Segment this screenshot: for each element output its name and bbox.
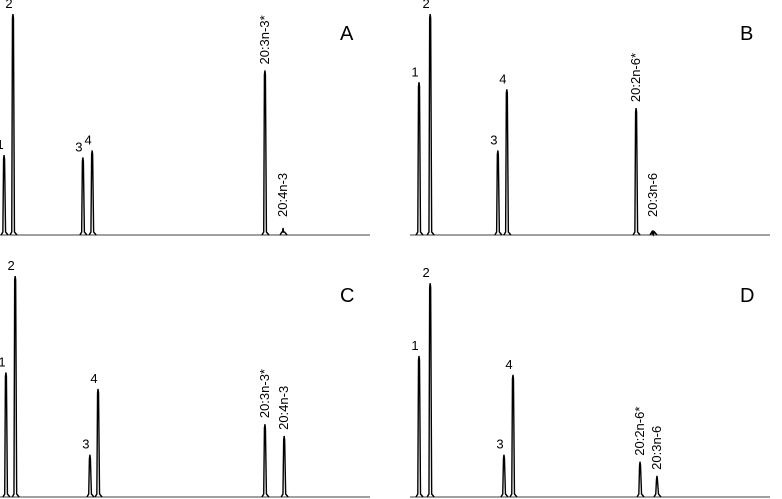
peak <box>415 82 424 236</box>
peak-label: 20:4n-3 <box>276 386 291 430</box>
peak <box>503 89 512 236</box>
peak-label: 20:3n-6 <box>645 173 660 217</box>
peak <box>509 374 518 498</box>
peak <box>0 155 9 236</box>
peak-label: 20:4n-3 <box>275 173 290 217</box>
peak <box>2 372 11 498</box>
peak-label: 1 <box>411 64 418 79</box>
peak-label: 3 <box>75 139 82 154</box>
panel-letter: C <box>340 285 354 307</box>
peak-label: 4 <box>505 357 512 372</box>
peak <box>415 355 424 498</box>
peak <box>653 475 662 498</box>
peak <box>649 230 658 237</box>
peak-label: 20:3n-3* <box>257 369 272 418</box>
peak-label: 20:3n-6 <box>649 426 664 470</box>
peak <box>632 108 641 236</box>
peak <box>636 461 645 498</box>
peak-label: 3 <box>490 132 497 147</box>
peak-label: 2 <box>5 0 12 11</box>
peak <box>500 454 509 498</box>
peak-label: 4 <box>85 132 92 147</box>
peak <box>494 150 503 236</box>
peak-label: 4 <box>90 371 97 386</box>
peak-label: 2 <box>423 0 430 11</box>
peak-label: 3 <box>82 437 89 452</box>
peak <box>88 150 97 236</box>
peak <box>426 14 435 236</box>
panel-letter: A <box>340 23 354 45</box>
peak-label: 2 <box>8 258 15 273</box>
peak-label: 20:2n-6* <box>632 407 647 456</box>
peak <box>9 14 18 236</box>
peak <box>79 157 88 236</box>
peak-label: 1 <box>0 137 4 152</box>
peak <box>426 283 435 498</box>
peak-label: 1 <box>411 338 418 353</box>
panel-letter: D <box>740 285 754 307</box>
peak <box>261 70 270 236</box>
peak-label: 3 <box>496 437 503 452</box>
peak <box>94 388 103 498</box>
peak-label: 20:2n-6* <box>628 53 643 102</box>
peak <box>86 454 95 498</box>
peak <box>261 424 270 498</box>
peak-label: 20:3n-3* <box>257 15 272 64</box>
peak-label: 2 <box>423 265 430 280</box>
panel-letter: B <box>740 23 753 45</box>
peak-label: 1 <box>0 354 6 369</box>
peak <box>279 227 288 236</box>
peak <box>11 276 20 498</box>
peak <box>280 435 289 498</box>
peak-label: 4 <box>499 71 506 86</box>
